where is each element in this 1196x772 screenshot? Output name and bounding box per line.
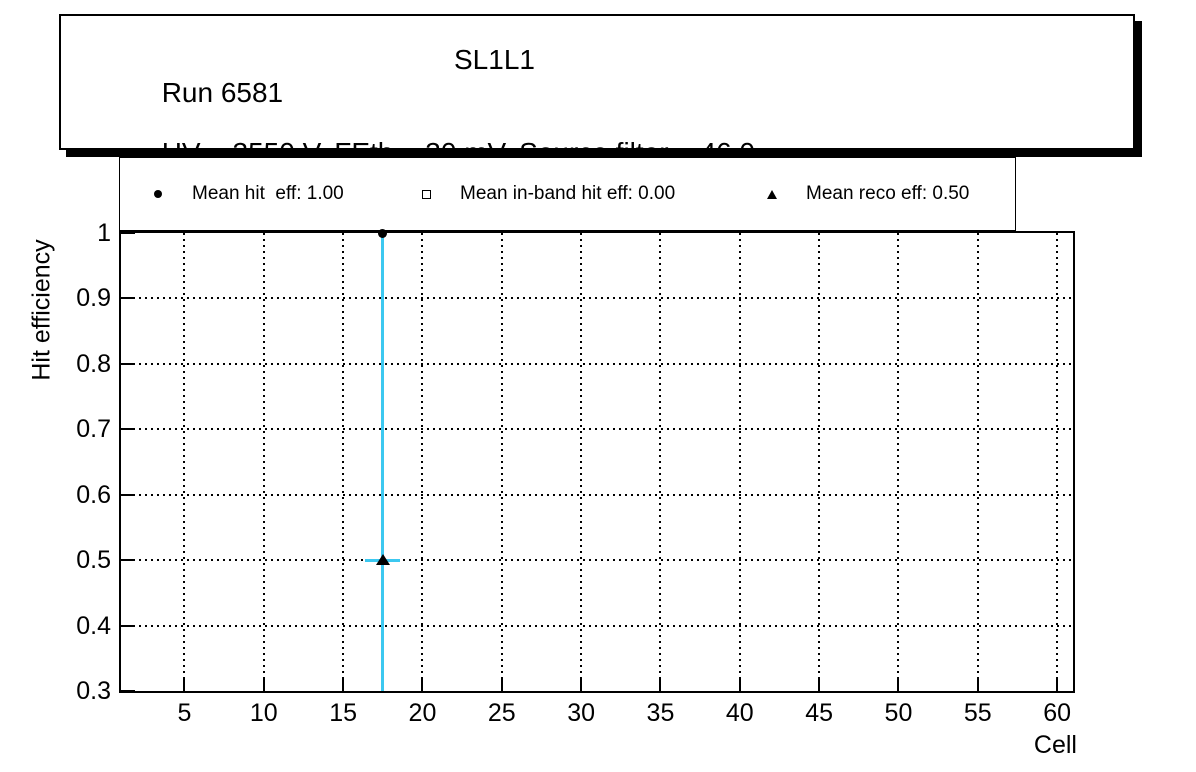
plot-area [121,228,1073,692]
run-label: Run 6581 [161,77,284,108]
y-tick [121,297,135,300]
x-gridline [580,233,583,691]
y-gridline [121,297,1073,300]
title-box: Run 6581 SL1L1 HV = 3550 V, FEth = 30 mV… [59,14,1135,168]
x-gridline [1056,233,1059,691]
y-tick [121,493,135,496]
y-tick-label: 0.6 [76,480,111,509]
x-tick-label: 45 [805,699,834,727]
x-tick [659,677,662,691]
x-tick [183,677,186,691]
open-square-icon [418,189,434,199]
legend-entry-in-band-hit-eff: Mean in-band hit eff: 0.00 [418,158,675,230]
x-tick [818,677,821,691]
y-tick [121,232,135,234]
x-tick-label: 25 [487,699,516,727]
x-tick-label: 35 [646,699,675,727]
x-tick-label: 40 [725,699,754,727]
legend-label: Mean reco eff: 0.50 [806,183,970,204]
y-tick [121,428,135,431]
x-tick [580,677,583,691]
filled-circle-icon [150,190,166,198]
x-gridline [976,233,979,691]
x-gridline [897,233,900,691]
legend: Mean hit eff: 1.00 Mean in-band hit eff:… [119,157,1016,231]
filled-triangle-icon [764,189,780,199]
y-tick-label: 0.4 [76,611,111,640]
data-point-triangle [375,554,390,566]
chamber-label: SL1L1 [454,44,535,75]
y-tick [121,624,135,627]
x-tick [897,677,900,691]
y-tick-label: 0.5 [76,546,111,575]
data-point-circle [378,228,388,238]
x-gridline [183,233,186,691]
legend-entry-reco-eff: Mean reco eff: 0.50 [764,158,969,230]
x-tick-label: 10 [249,699,278,727]
x-tick-label: 55 [963,699,992,727]
x-tick-label: 20 [408,699,437,727]
y-tick [121,690,135,692]
x-tick [738,677,741,691]
y-gridline [121,559,1073,562]
x-tick [976,677,979,691]
y-gridline [121,362,1073,365]
x-tick-label: 60 [1043,699,1072,727]
legend-label: Mean hit eff: 1.00 [192,183,344,204]
x-gridline [659,233,662,691]
x-axis-title: Cell [1033,731,1077,759]
y-tick-label: 0.3 [76,677,111,705]
y-gridline [121,428,1073,431]
y-tick [121,559,135,562]
x-tick-label: 5 [177,699,192,727]
x-tick [421,677,424,691]
y-gridline [121,493,1073,496]
y-tick-label: 0.8 [76,349,111,378]
x-tick [342,677,345,691]
legend-entry-hit-eff: Mean hit eff: 1.00 [150,158,344,230]
x-tick-label: 15 [329,699,358,727]
y-tick-label: 0.7 [76,415,111,444]
x-gridline [342,233,345,691]
y-tick [121,362,135,365]
x-gridline [262,233,265,691]
x-gridline [500,233,503,691]
x-tick [1056,677,1059,691]
x-tick-label: 50 [884,699,913,727]
x-gridline [421,233,424,691]
error-bar-line [381,233,385,691]
x-gridline [818,233,821,691]
x-tick [500,677,503,691]
x-tick [262,677,265,691]
y-tick-label: 1 [97,219,111,247]
x-gridline [738,233,741,691]
x-tick-label: 30 [567,699,596,727]
plot-frame [119,228,1075,693]
legend-label: Mean in-band hit eff: 0.00 [460,183,676,204]
y-gridline [121,624,1073,627]
y-tick-label: 0.9 [76,284,111,313]
title-line-1: Run 6581 SL1L1 [115,43,535,175]
